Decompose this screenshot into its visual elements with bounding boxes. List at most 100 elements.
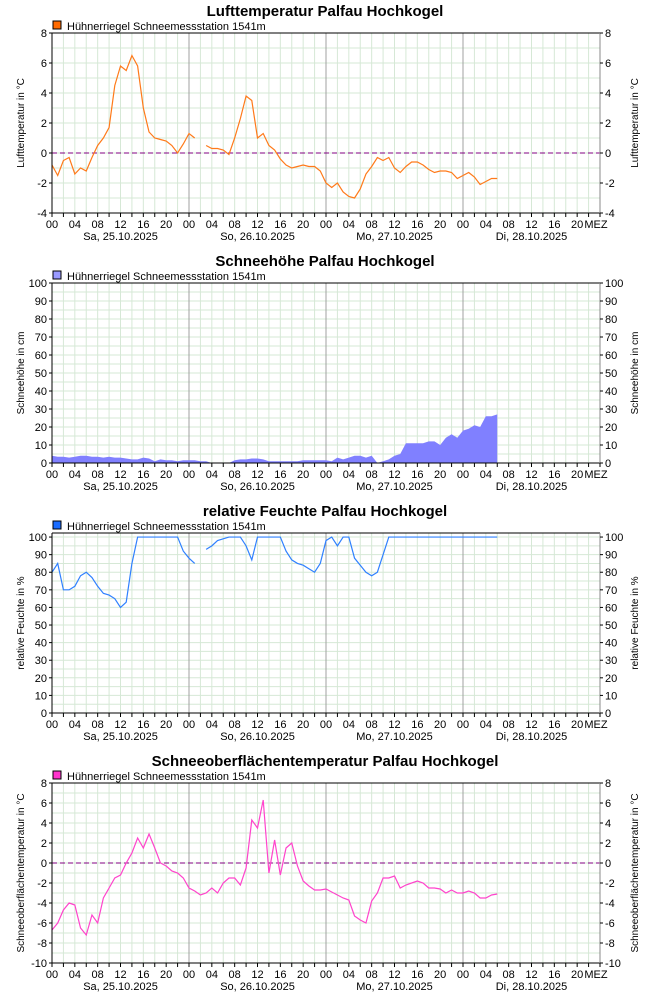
y-tick-label-right: 2 <box>605 838 611 850</box>
y-axis-label-left: Schneeoberflächentemperatur in °C <box>16 793 27 952</box>
y-tick-label-right: 4 <box>605 88 611 100</box>
day-label: So, 26.10.2025 <box>220 231 295 243</box>
x-tick-label: 16 <box>137 219 149 231</box>
legend-label: Hühnerriegel Schneemessstation 1541m <box>67 21 266 33</box>
x-tick-label: 16 <box>411 219 423 231</box>
y-tick-label-left: -2 <box>37 878 47 890</box>
x-tick-label: 20 <box>571 219 583 231</box>
day-label: Sa, 25.10.2025 <box>83 481 158 493</box>
x-tick-label: 00 <box>457 719 469 731</box>
x-tick-label: 12 <box>251 469 263 481</box>
y-tick-label-right: -4 <box>605 208 615 220</box>
y-tick-label-right: -2 <box>605 178 615 190</box>
x-tick-label: 20 <box>434 219 446 231</box>
day-label: Mo, 27.10.2025 <box>356 731 432 743</box>
x-tick-label: 20 <box>160 719 172 731</box>
x-tick-label: 00 <box>320 719 332 731</box>
y-tick-label-right: 0 <box>605 458 611 470</box>
x-tick-label: 20 <box>297 719 309 731</box>
x-tick-label: 00 <box>183 969 195 981</box>
y-tick-label-left: 60 <box>35 602 47 614</box>
y-tick-label-left: 80 <box>35 567 47 579</box>
x-tick-label: 20 <box>160 219 172 231</box>
y-tick-label-right: 10 <box>605 440 617 452</box>
x-tick-label: 08 <box>229 969 241 981</box>
y-tick-label-right: 80 <box>605 567 617 579</box>
x-tick-label: 00 <box>457 469 469 481</box>
chart-title: Schneeoberflächentemperatur Palfau Hochk… <box>152 753 499 770</box>
legend-label: Hühnerriegel Schneemessstation 1541m <box>67 771 266 783</box>
x-tick-label: 08 <box>366 969 378 981</box>
y-tick-label-right: 90 <box>605 296 617 308</box>
x-tick-label: 20 <box>297 969 309 981</box>
y-tick-label-right: 50 <box>605 620 617 632</box>
y-tick-label-right: 20 <box>605 422 617 434</box>
x-tick-label: 16 <box>548 719 560 731</box>
y-tick-label-left: 50 <box>35 620 47 632</box>
legend-label: Hühnerriegel Schneemessstation 1541m <box>67 521 266 533</box>
y-tick-label-left: 8 <box>41 778 47 790</box>
y-tick-label-left: 90 <box>35 296 47 308</box>
y-axis-label-right: Schneeoberflächentemperatur in °C <box>630 793 641 952</box>
y-tick-label-left: 8 <box>41 28 47 40</box>
y-tick-label-right: 60 <box>605 602 617 614</box>
y-tick-label-right: 10 <box>605 690 617 702</box>
day-label: Mo, 27.10.2025 <box>356 481 432 493</box>
x-tick-label: 00 <box>46 719 58 731</box>
x-tick-label: 04 <box>480 719 492 731</box>
x-tick-label: 08 <box>92 219 104 231</box>
x-tick-label: 04 <box>343 969 355 981</box>
y-tick-label-right: 30 <box>605 404 617 416</box>
y-tick-label-right: 4 <box>605 818 611 830</box>
chart-panel: Schneeoberflächentemperatur Palfau Hochk… <box>0 750 650 1000</box>
x-tick-label: 20 <box>297 219 309 231</box>
x-tick-label: 16 <box>411 719 423 731</box>
legend-swatch <box>52 520 62 530</box>
x-tick-label: 08 <box>503 969 515 981</box>
chart-panel: Lufttemperatur Palfau Hochkogel Hühnerrie… <box>0 0 650 250</box>
x-tick-label: 04 <box>69 719 81 731</box>
x-tick-label: 12 <box>251 219 263 231</box>
y-tick-label-left: 100 <box>29 278 47 290</box>
y-tick-label-right: 0 <box>605 708 611 720</box>
y-tick-label-left: 2 <box>41 118 47 130</box>
data-series-line <box>51 54 498 199</box>
legend-label: Hühnerriegel Schneemessstation 1541m <box>67 271 266 283</box>
x-tick-label: 16 <box>137 969 149 981</box>
x-tick-label: 04 <box>480 969 492 981</box>
x-tick-label: 12 <box>388 969 400 981</box>
x-tick-label: 12 <box>114 969 126 981</box>
y-tick-label-right: 6 <box>605 58 611 70</box>
y-tick-label-right: -4 <box>605 898 615 910</box>
y-tick-label-right: 90 <box>605 550 617 562</box>
y-tick-label-right: -8 <box>605 938 615 950</box>
y-axis-label-left: relative Feuchte in % <box>16 576 27 669</box>
y-tick-label-right: 6 <box>605 798 611 810</box>
x-tick-label: 00 <box>183 469 195 481</box>
x-tick-label: 16 <box>274 969 286 981</box>
x-tick-label: 08 <box>229 719 241 731</box>
data-series-line <box>51 536 498 609</box>
day-label: Sa, 25.10.2025 <box>83 231 158 243</box>
x-tick-label: 00 <box>457 219 469 231</box>
x-tick-label: 20 <box>160 969 172 981</box>
y-tick-label-left: 0 <box>41 858 47 870</box>
x-tick-label: 16 <box>274 469 286 481</box>
timezone-label: MEZ <box>584 469 608 481</box>
x-tick-label: 08 <box>92 719 104 731</box>
x-tick-label: 12 <box>114 719 126 731</box>
x-tick-label: 04 <box>206 219 218 231</box>
day-label: Mo, 27.10.2025 <box>356 231 432 243</box>
x-tick-label: 00 <box>320 969 332 981</box>
y-tick-label-left: 80 <box>35 314 47 326</box>
y-tick-label-left: 30 <box>35 404 47 416</box>
y-tick-label-left: 60 <box>35 350 47 362</box>
y-axis-label-left: Schneehöhe in cm <box>16 332 27 415</box>
x-tick-label: 20 <box>571 719 583 731</box>
y-tick-label-left: 6 <box>41 798 47 810</box>
chart-svg: Schneeoberflächentemperatur Palfau Hochk… <box>16 753 641 993</box>
y-tick-label-right: 0 <box>605 148 611 160</box>
x-tick-label: 16 <box>548 969 560 981</box>
day-label: Di, 28.10.2025 <box>496 731 568 743</box>
snow-height-area <box>52 414 498 463</box>
